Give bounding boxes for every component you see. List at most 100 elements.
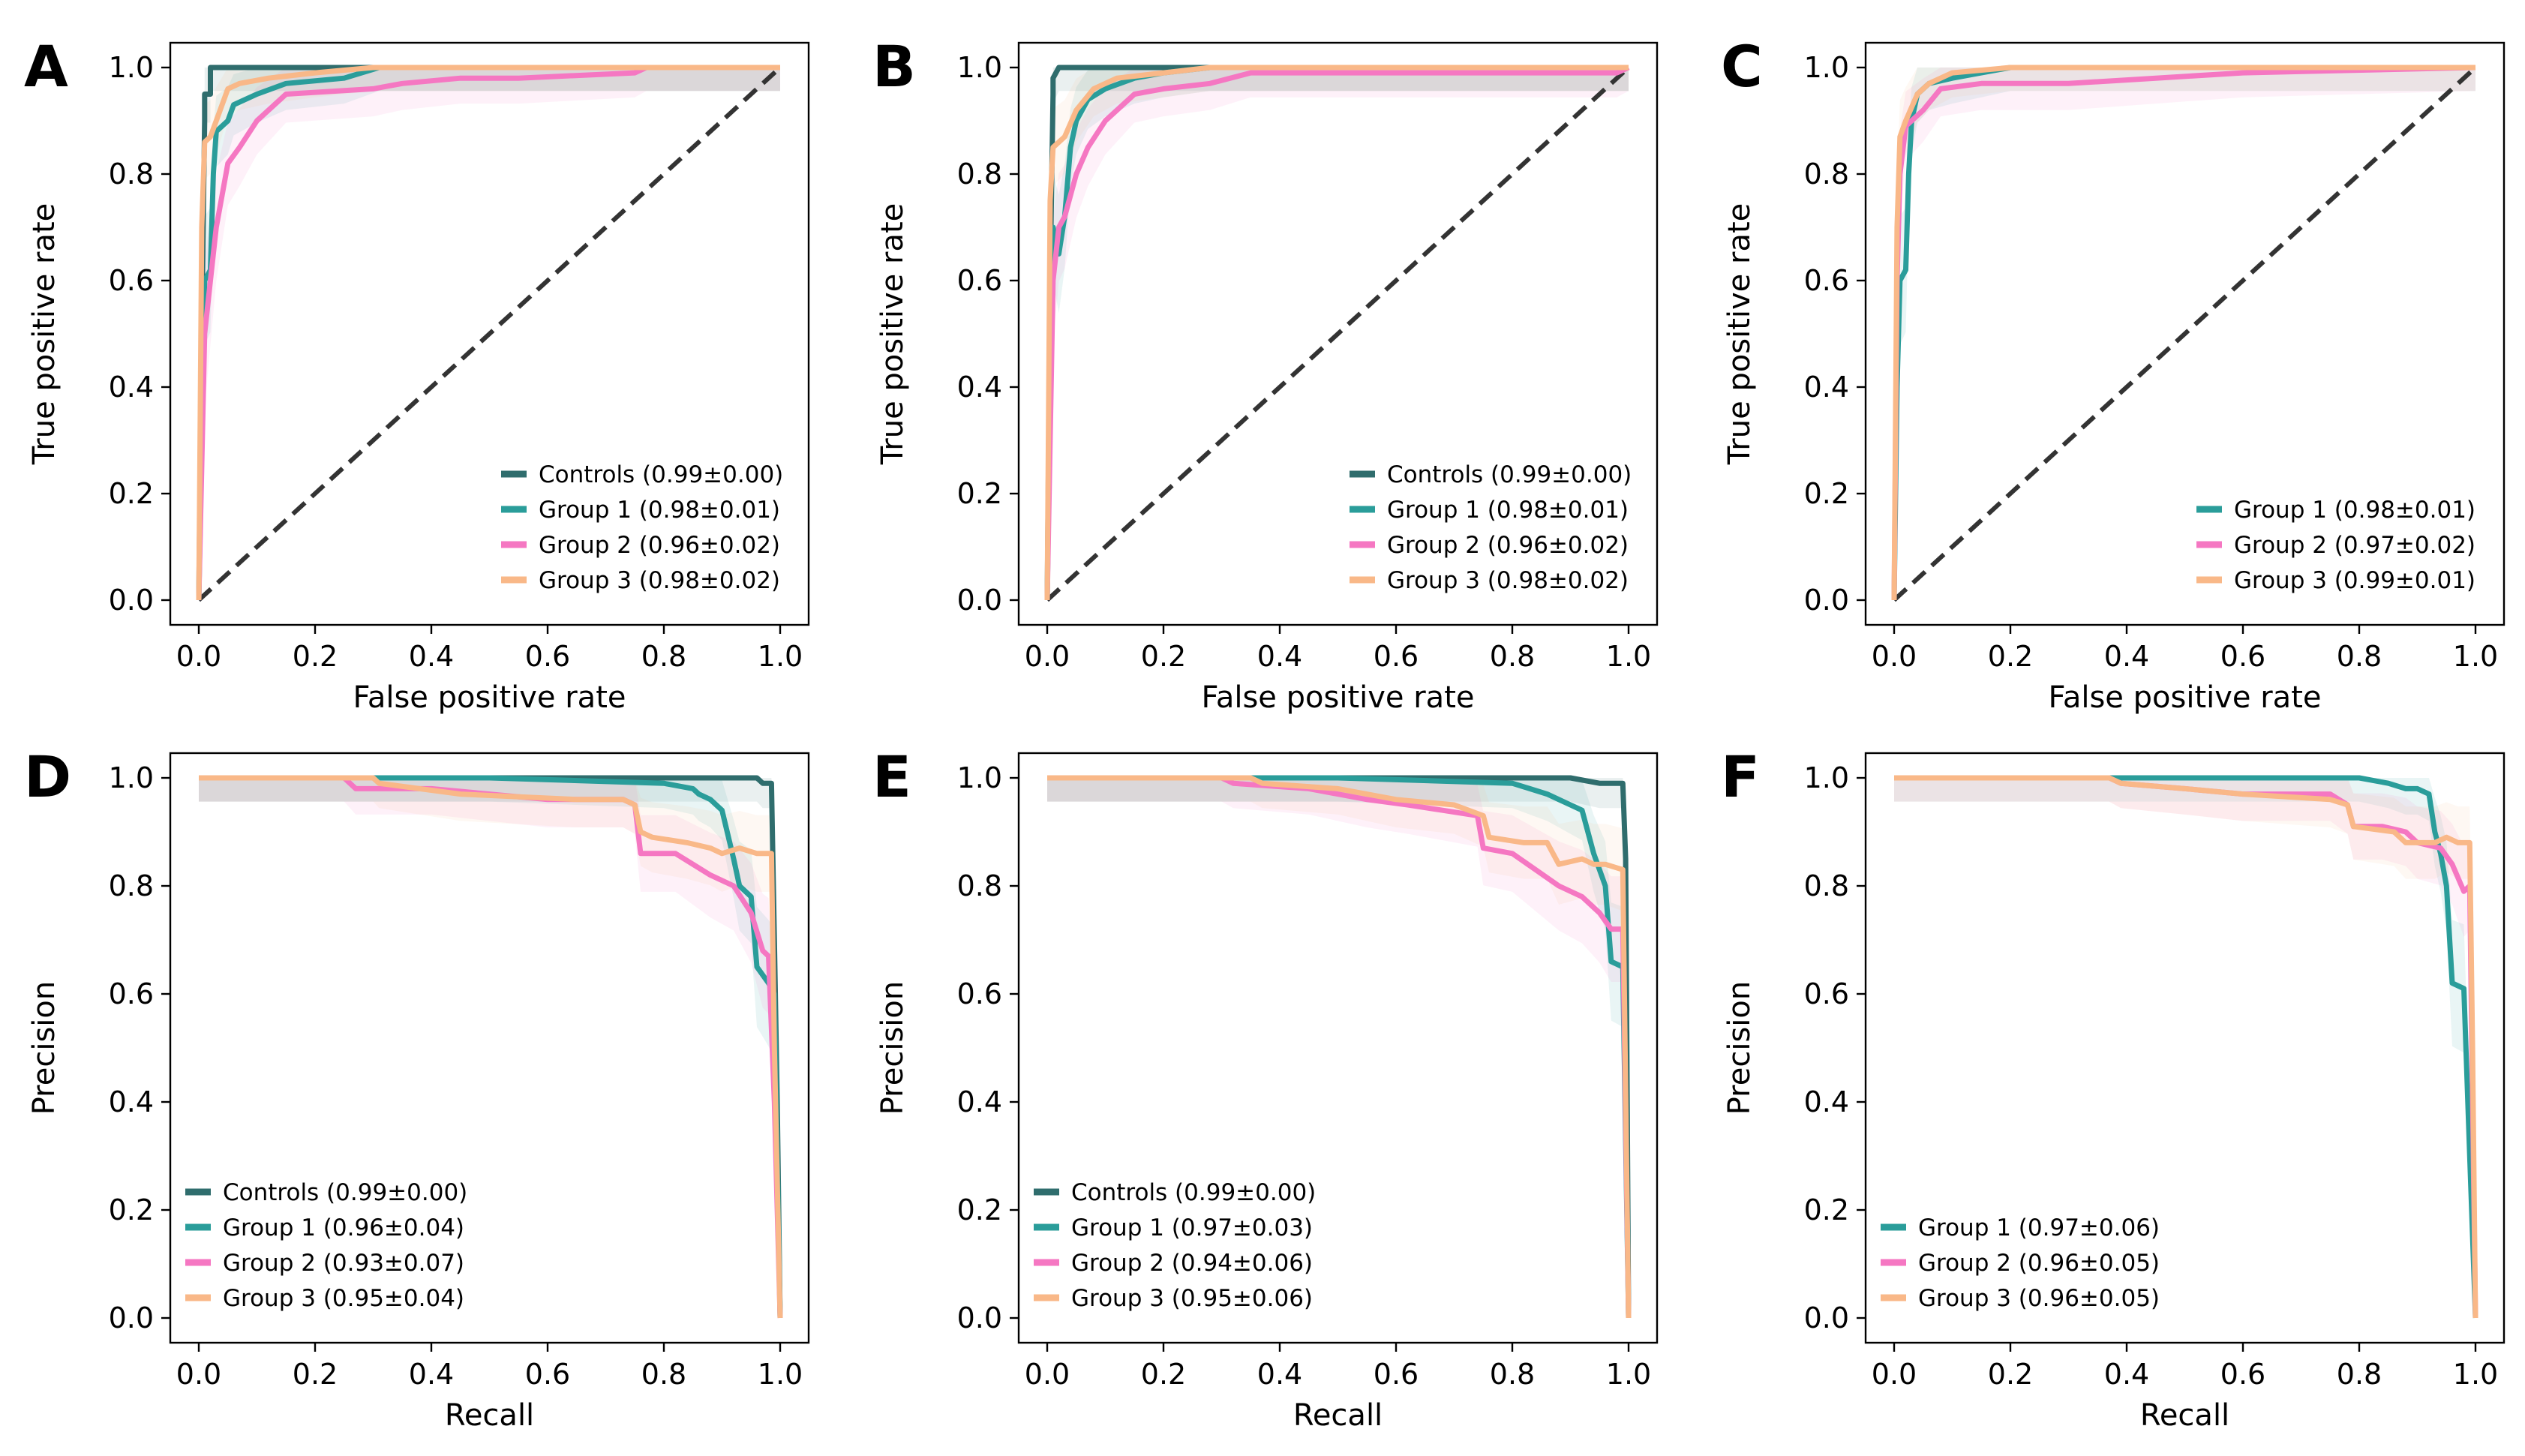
y-axis-label: True positive rate xyxy=(875,203,910,466)
series-line-group3 xyxy=(1044,65,1629,601)
series-line-group3 xyxy=(199,775,783,1319)
plot-area xyxy=(1894,775,2478,1319)
panel-e: E 0.0 0.2 0.4 0.6 0.8 1.0 0.0 0.2 0.4 0.6 0.8 1.0 Rec… xyxy=(872,743,1659,1433)
x-tick-label: 0.4 xyxy=(2104,1358,2149,1391)
y-axis-label: Precision xyxy=(875,981,910,1115)
axes-frame xyxy=(169,41,810,626)
x-tick-label: 0.6 xyxy=(2220,640,2265,673)
y-tick-label: 0.6 xyxy=(957,977,1002,1010)
legend-entry: Group 1 (0.96±0.04) xyxy=(223,1214,464,1241)
legend-entry: Group 2 (0.96±0.05) xyxy=(1918,1250,2160,1277)
legend-entry: Group 3 (0.96±0.05) xyxy=(1918,1285,2160,1312)
legend-entry: Group 2 (0.93±0.07) xyxy=(223,1250,464,1277)
series-line-group1 xyxy=(199,775,783,1319)
series-band-group3 xyxy=(199,778,780,1318)
series-band-group3 xyxy=(1047,778,1629,1318)
plot-area xyxy=(1044,65,1631,602)
y-tick-label: 0.8 xyxy=(957,158,1002,191)
legend-entry: Group 3 (0.95±0.06) xyxy=(1071,1285,1313,1312)
axes-frame xyxy=(1864,41,2505,626)
series-line-group3 xyxy=(1047,775,1632,1319)
chance-diagonal xyxy=(1892,65,2478,602)
x-axis-label: Recall xyxy=(1293,1398,1383,1433)
x-tick-label: 0.4 xyxy=(2104,640,2149,673)
axes-frame xyxy=(169,752,810,1344)
panel-letter: B xyxy=(872,33,916,100)
series-line-group3 xyxy=(1891,65,2475,601)
x-axis-label: False positive rate xyxy=(353,680,626,715)
y-tick-label: 0.8 xyxy=(1804,869,1849,902)
panel-a: A 0.0 0.2 0.4 0.6 0.8 1.0 0.0 0.2 0.4 0.6 0.8 1.0 Fal… xyxy=(24,33,810,715)
y-axis-label: True positive rate xyxy=(1722,203,1757,466)
y-tick-label: 0.4 xyxy=(1804,1085,1849,1118)
x-tick-label: 0.8 xyxy=(1490,640,1535,673)
x-tick-label: 0.6 xyxy=(525,640,570,673)
x-tick-label: 0.0 xyxy=(176,640,221,673)
series-line-group1 xyxy=(1894,775,2478,1319)
x-tick-label: 0.8 xyxy=(2337,1358,2382,1391)
x-tick-label: 0.6 xyxy=(1374,640,1419,673)
y-tick-label: 0.4 xyxy=(957,1085,1002,1118)
x-tick-label: 1.0 xyxy=(2453,1358,2498,1391)
x-tick-label: 1.0 xyxy=(1606,1358,1651,1391)
legend: Group 1 (0.97±0.06) Group 2 (0.96±0.05) Gr… xyxy=(1881,1214,2160,1312)
legend-entry: Group 2 (0.97±0.02) xyxy=(2234,532,2475,559)
legend-entry: Group 1 (0.97±0.06) xyxy=(1918,1214,2160,1241)
y-tick-label: 0.8 xyxy=(1804,158,1849,191)
x-tick-label: 0.4 xyxy=(1257,640,1302,673)
y-tick-label: 0.0 xyxy=(957,1301,1002,1334)
x-tick-label: 1.0 xyxy=(758,640,803,673)
panel-letter: F xyxy=(1721,743,1760,810)
y-tick-label: 0.0 xyxy=(957,584,1002,617)
y-tick-label: 0.0 xyxy=(109,1301,154,1334)
y-tick-label: 0.4 xyxy=(1804,371,1849,404)
legend: Controls (0.99±0.00) Group 1 (0.98±0.01) G… xyxy=(1350,461,1632,594)
x-tick-label: 0.0 xyxy=(1025,1358,1070,1391)
x-tick-label: 0.8 xyxy=(641,1358,686,1391)
x-axis-label: Recall xyxy=(445,1398,534,1433)
chance-diagonal xyxy=(1045,65,1631,602)
y-tick-label: 0.2 xyxy=(109,1193,154,1226)
x-tick-label: 0.0 xyxy=(1872,640,1917,673)
x-tick-label: 0.8 xyxy=(2337,640,2382,673)
y-tick-label: 1.0 xyxy=(957,51,1002,84)
legend: Controls (0.99±0.00) Group 1 (0.98±0.01) G… xyxy=(501,461,783,594)
legend-entry: Controls (0.99±0.00) xyxy=(1387,461,1632,488)
y-tick-label: 1.0 xyxy=(957,761,1002,794)
y-tick-label: 0.2 xyxy=(957,1193,1002,1226)
panel-letter: A xyxy=(24,33,68,100)
x-tick-label: 0.8 xyxy=(641,640,686,673)
legend-entry: Group 2 (0.96±0.02) xyxy=(1387,532,1629,559)
legend-entry: Group 1 (0.97±0.03) xyxy=(1071,1214,1313,1241)
legend-entry: Group 3 (0.98±0.02) xyxy=(1387,567,1629,594)
y-tick-label: 1.0 xyxy=(109,51,154,84)
legend-entry: Group 1 (0.98±0.01) xyxy=(539,497,780,524)
series-band-group1 xyxy=(199,778,780,1318)
series-line-group1 xyxy=(1047,775,1632,1319)
x-axis-label: Recall xyxy=(2140,1398,2229,1433)
x-tick-label: 0.2 xyxy=(293,1358,338,1391)
y-tick-label: 0.6 xyxy=(957,264,1002,297)
series-band-group1 xyxy=(1047,778,1629,1318)
series-line-group3 xyxy=(1894,775,2478,1319)
series-line-group1 xyxy=(196,65,780,601)
x-tick-label: 0.6 xyxy=(2220,1358,2265,1391)
axes-frame xyxy=(1017,752,1659,1344)
legend-entry: Group 3 (0.99±0.01) xyxy=(2234,567,2475,594)
axes-frame xyxy=(1864,752,2505,1344)
y-axis-label: True positive rate xyxy=(27,203,62,466)
x-tick-label: 0.2 xyxy=(1141,1358,1186,1391)
axes-frame xyxy=(1017,41,1659,626)
chance-diagonal xyxy=(197,65,782,602)
series-line-group2 xyxy=(196,65,780,601)
panel-c: C 0.0 0.2 0.4 0.6 0.8 1.0 0.0 0.2 0.4 0.6 0.8 1.0 Fal… xyxy=(1721,33,2505,715)
plot-area xyxy=(1047,775,1632,1319)
y-tick-label: 0.4 xyxy=(957,371,1002,404)
y-tick-label: 0.2 xyxy=(109,477,154,510)
panel-letter: E xyxy=(872,743,911,810)
y-tick-label: 0.6 xyxy=(109,264,154,297)
series-line-group3 xyxy=(196,65,780,601)
legend-entry: Controls (0.99±0.00) xyxy=(223,1179,467,1206)
legend-entry: Group 3 (0.95±0.04) xyxy=(223,1285,464,1312)
